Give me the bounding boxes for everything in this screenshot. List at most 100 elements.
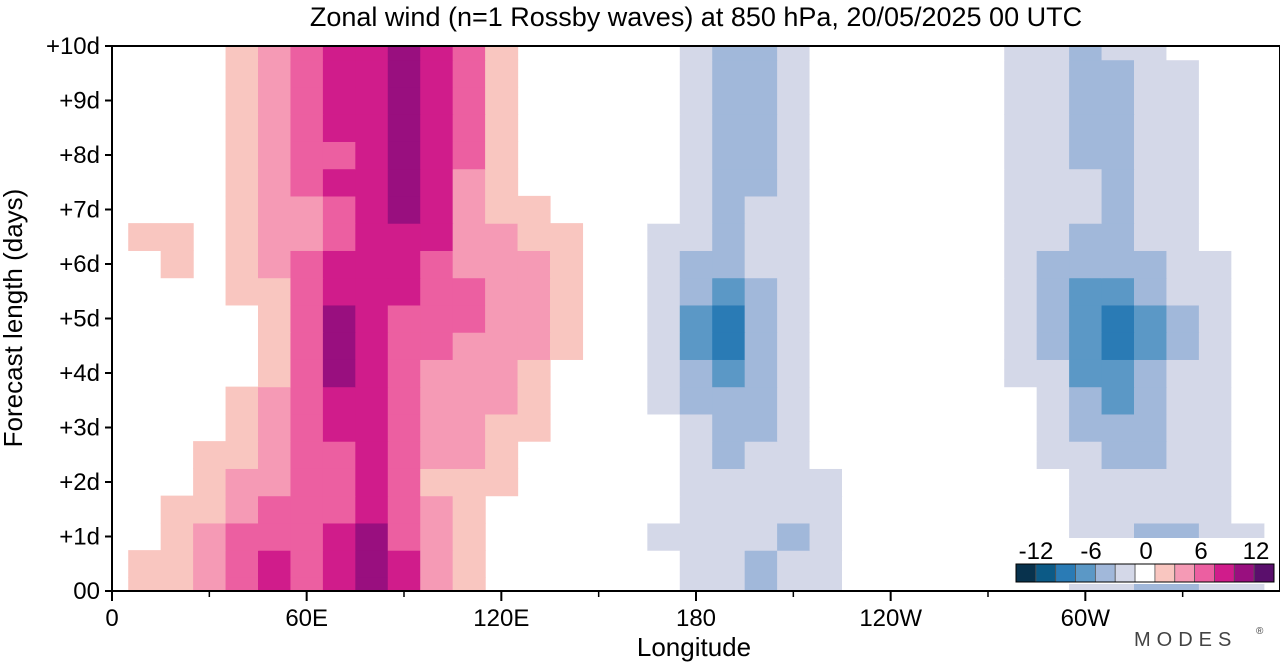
contour-cell [225, 168, 259, 197]
contour-cell [1069, 59, 1103, 88]
colorbar-swatch [1174, 563, 1196, 583]
contour-cell [387, 332, 421, 360]
contour-cell [485, 141, 519, 170]
contour-cell [452, 413, 486, 442]
contour-cell [809, 359, 843, 388]
colorbar-swatch [1233, 563, 1255, 583]
contour-cell [1069, 195, 1103, 224]
contour-cell [1004, 413, 1038, 442]
contour-cell [355, 522, 389, 551]
contour-cell [1101, 332, 1135, 360]
contour-cell [355, 59, 389, 88]
contour-cell [1036, 495, 1070, 524]
contour-cell [225, 46, 259, 61]
contour-cell [225, 386, 259, 415]
contour-cell [1101, 86, 1135, 115]
contour-cell [452, 441, 486, 469]
contour-cell [647, 277, 681, 306]
contour-cell [712, 550, 746, 578]
contour-cell [1036, 223, 1070, 251]
contour-cell [1069, 141, 1103, 170]
contour-cell [225, 277, 259, 306]
contour-cell [1036, 46, 1070, 61]
contour-cell [647, 386, 681, 415]
contour-field [128, 46, 1265, 592]
contour-cell [971, 304, 1005, 333]
contour-cell [193, 522, 227, 551]
contour-cell [258, 577, 292, 592]
contour-cell [679, 86, 713, 115]
contour-cell [1231, 250, 1265, 279]
contour-cell [1198, 332, 1232, 360]
contour-cell [712, 304, 746, 333]
contour-cell [777, 359, 811, 388]
contour-cell [1036, 195, 1070, 224]
contour-cell [809, 468, 843, 497]
contour-cell [225, 495, 259, 524]
contour-cell [322, 141, 356, 170]
contour-cell [550, 332, 584, 360]
contour-cell [225, 413, 259, 442]
contour-cell [809, 114, 843, 142]
y-tick-label: +1d [59, 524, 100, 551]
contour-cell [452, 386, 486, 415]
contour-cell [744, 413, 778, 442]
contour-cell [322, 195, 356, 224]
contour-cell [647, 223, 681, 251]
colorbar-swatch [1114, 563, 1136, 583]
colorbar-swatch [1154, 563, 1176, 583]
contour-cell [355, 304, 389, 333]
contour-cell [1069, 441, 1103, 469]
contour-cell [971, 277, 1005, 306]
contour-cell [420, 277, 454, 306]
contour-cell [971, 223, 1005, 251]
contour-cell [420, 386, 454, 415]
contour-cell [1036, 332, 1070, 360]
contour-cell [420, 46, 454, 61]
contour-cell [517, 195, 551, 224]
contour-cell [452, 46, 486, 61]
contour-cell [420, 441, 454, 469]
contour-cell [420, 141, 454, 170]
contour-cell [225, 522, 259, 551]
colorbar-swatch [1075, 563, 1096, 583]
contour-cell [647, 522, 681, 551]
contour-cell [809, 522, 843, 551]
contour-cell [1101, 277, 1135, 306]
y-tick-label: +5d [59, 306, 100, 333]
contour-cell [971, 250, 1005, 279]
contour-cell [550, 250, 584, 279]
contour-cell [712, 522, 746, 551]
x-tick-label: 120E [473, 605, 529, 632]
contour-cell [1101, 413, 1135, 442]
contour-cell [1069, 86, 1103, 115]
contour-cell [420, 332, 454, 360]
contour-cell [1101, 114, 1135, 142]
contour-cell [614, 277, 648, 306]
contour-cell [225, 441, 259, 469]
contour-cell [225, 250, 259, 279]
contour-cell [1198, 168, 1232, 197]
contour-cell [679, 46, 713, 61]
contour-cell [647, 468, 681, 497]
contour-cell [1069, 413, 1103, 442]
contour-cell [1036, 168, 1070, 197]
contour-cell [1231, 441, 1265, 469]
contour-cell [485, 86, 519, 115]
contour-cell [712, 577, 746, 592]
x-tick-label: 60W [1061, 605, 1111, 632]
y-tick-label: +6d [59, 251, 100, 278]
contour-cell [712, 86, 746, 115]
contour-cell [971, 59, 1005, 88]
contour-cell [290, 250, 324, 279]
contour-cell [290, 332, 324, 360]
contour-cell [355, 141, 389, 170]
y-axis: 00 +1d +2d +3d +4d +5d +6d +7d +8d +9d +10d [46, 33, 112, 605]
colorbar-swatch [1094, 563, 1116, 583]
contour-cell [1069, 332, 1103, 360]
contour-cell [322, 114, 356, 142]
contour-cell [1198, 277, 1232, 306]
y-tick-label: 00 [73, 578, 100, 605]
contour-cell [420, 114, 454, 142]
